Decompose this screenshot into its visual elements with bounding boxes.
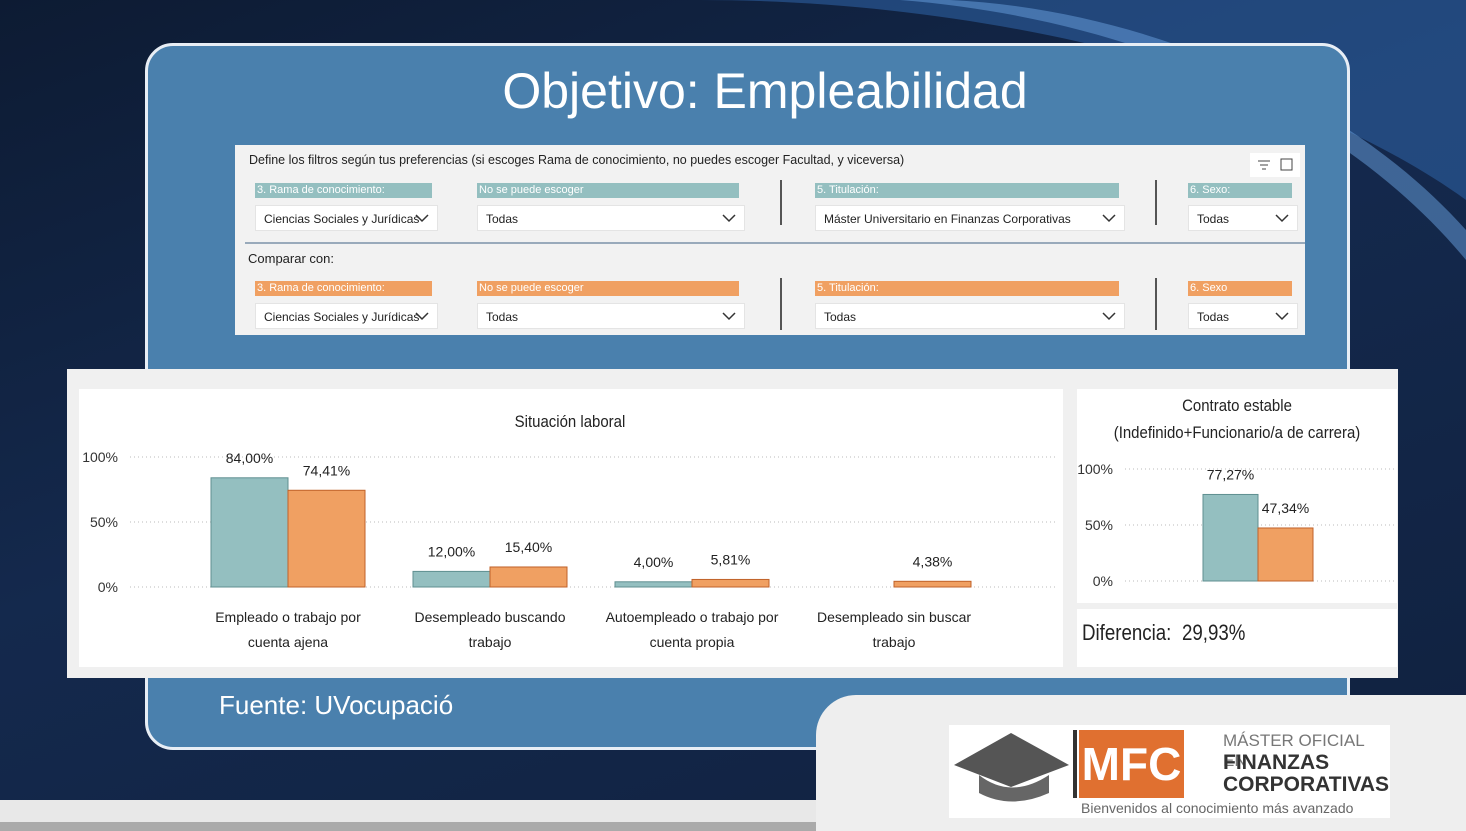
bar xyxy=(489,566,568,588)
y-tick-label: 100% xyxy=(82,449,118,465)
chevron xyxy=(1102,312,1116,321)
filter-label: No se puede escoger xyxy=(477,183,739,198)
x-tick-label: Desempleado buscando trabajo xyxy=(414,609,566,650)
x-tick-label: Desempleado sin buscar trabajo xyxy=(816,609,972,650)
logo-line: CORPORATIVAS xyxy=(1223,773,1390,796)
y-tick-label: 100% xyxy=(1077,461,1113,477)
data-label: 47,34% xyxy=(1262,500,1309,516)
filter-label: No se puede escoger xyxy=(477,281,739,296)
filter-dropdown[interactable]: Todas xyxy=(477,303,745,329)
bar xyxy=(893,580,972,588)
logo-line: FINANZAS xyxy=(1223,751,1330,774)
filter-dropdown[interactable]: Todas xyxy=(1188,205,1298,231)
filter-label: 6. Sexo: xyxy=(1188,183,1292,198)
difference-card xyxy=(1077,609,1397,667)
logo-tagline: Bienvenidos al conocimiento más avanzado xyxy=(1081,800,1354,816)
filter-panel: Define los filtros según tus preferencia… xyxy=(235,145,1305,335)
difference-label: Diferencia: xyxy=(1082,620,1172,645)
bar xyxy=(412,570,491,588)
chevron xyxy=(415,214,429,223)
filter-dropdown[interactable]: Máster Universitario en Finanzas Corpora… xyxy=(815,205,1125,231)
data-label: 4,00% xyxy=(634,554,674,570)
filter-label: 3. Rama de conocimiento: xyxy=(255,183,432,198)
logo-line: MÁSTER OFICIAL EN xyxy=(1223,731,1365,770)
filter-dropdown[interactable]: Todas xyxy=(477,205,745,231)
data-label: 4,38% xyxy=(913,553,953,569)
chevron xyxy=(1275,312,1289,321)
filter-instructions: Define los filtros según tus preferencia… xyxy=(249,153,905,167)
source: Fuente: UVocupació xyxy=(219,690,454,720)
x-tick-label: Autoempleado o trabajo por cuenta propia xyxy=(605,609,779,650)
chevron xyxy=(415,312,429,321)
chart-title: Contrato estable (Indefinido+Funcionario… xyxy=(1113,396,1361,442)
logo: MFC MÁSTER OFICIAL EN FINANZAS CORPORATI… xyxy=(949,725,1390,818)
filter-label: 5. Titulación: xyxy=(815,281,1119,296)
data-label: 12,00% xyxy=(428,543,475,559)
slide-title: Objetivo: Empleabilidad xyxy=(502,63,1028,119)
chevron xyxy=(722,214,736,223)
bar xyxy=(287,489,366,588)
compare-label: Comparar con: xyxy=(248,251,334,266)
bar xyxy=(614,581,693,588)
filter-label: 3. Rama de conocimiento: xyxy=(255,281,432,296)
chevron xyxy=(1275,214,1289,223)
bar xyxy=(1202,493,1259,582)
bar xyxy=(691,578,770,588)
separator xyxy=(1155,278,1157,330)
separator xyxy=(780,180,782,225)
data-label: 77,27% xyxy=(1207,466,1254,482)
bar xyxy=(1257,527,1314,582)
filter-dropdown[interactable]: Ciencias Sociales y Jurídicas xyxy=(255,205,438,231)
y-tick-label: 0% xyxy=(98,579,118,595)
chart-title: Situación laboral xyxy=(514,412,626,431)
separator xyxy=(1155,180,1157,225)
data-label: 5,81% xyxy=(711,551,751,567)
filter-label: 6. Sexo xyxy=(1188,281,1292,296)
logo-bar xyxy=(1073,730,1077,798)
chart-panel xyxy=(67,369,1398,678)
difference-value: 29,93% xyxy=(1182,620,1246,645)
chevron xyxy=(722,312,736,321)
y-tick-label: 50% xyxy=(90,514,118,530)
separator xyxy=(245,242,1305,244)
filter-dropdown[interactable]: Ciencias Sociales y Jurídicas xyxy=(255,303,438,329)
data-label: 74,41% xyxy=(303,462,350,478)
y-tick-label: 50% xyxy=(1085,517,1113,533)
graduation-cap xyxy=(954,733,1069,802)
chevron xyxy=(1102,214,1116,223)
bar xyxy=(210,477,289,588)
filter-icons[interactable] xyxy=(1250,153,1300,177)
logo-mark: MFC xyxy=(1079,730,1184,798)
y-tick-label: 0% xyxy=(1093,573,1113,589)
filter-dropdown[interactable]: Todas xyxy=(815,303,1125,329)
x-tick-label: Empleado o trabajo por cuenta ajena xyxy=(215,609,361,650)
filter-dropdown[interactable]: Todas xyxy=(1188,303,1298,329)
data-label: 15,40% xyxy=(505,539,552,555)
filter-label: 5. Titulación: xyxy=(815,183,1119,198)
separator xyxy=(780,278,782,330)
data-label: 84,00% xyxy=(226,450,273,466)
